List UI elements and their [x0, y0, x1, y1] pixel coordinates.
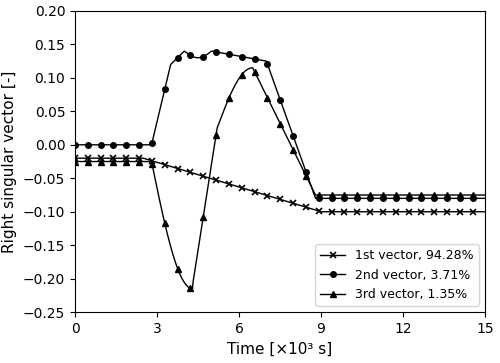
1st vector, 94.28%: [97, 156, 103, 160]
2nd vector, 3.71%: [322, 196, 328, 200]
1st vector, 94.28%: [384, 209, 390, 214]
1st vector, 94.28%: [310, 207, 316, 212]
Line: 1st vector, 94.28%: 1st vector, 94.28%: [72, 155, 488, 215]
2nd vector, 3.71%: [334, 196, 340, 200]
2nd vector, 3.71%: [482, 196, 488, 200]
3rd vector, 1.35%: [384, 193, 390, 197]
2nd vector, 3.71%: [426, 196, 432, 200]
2nd vector, 3.71%: [310, 191, 316, 195]
2nd vector, 3.71%: [97, 143, 103, 147]
3rd vector, 1.35%: [190, 286, 196, 291]
1st vector, 94.28%: [72, 156, 78, 160]
2nd vector, 3.71%: [384, 196, 390, 200]
1st vector, 94.28%: [318, 209, 324, 214]
3rd vector, 1.35%: [311, 190, 317, 194]
3rd vector, 1.35%: [97, 159, 103, 164]
Y-axis label: Right singular vector [-]: Right singular vector [-]: [2, 70, 18, 253]
Line: 3rd vector, 1.35%: 3rd vector, 1.35%: [72, 64, 488, 292]
2nd vector, 3.71%: [312, 196, 318, 200]
Line: 2nd vector, 3.71%: 2nd vector, 3.71%: [72, 48, 488, 201]
1st vector, 94.28%: [426, 209, 432, 214]
3rd vector, 1.35%: [482, 193, 488, 197]
3rd vector, 1.35%: [250, 66, 256, 70]
X-axis label: Time [×10³ s]: Time [×10³ s]: [228, 342, 332, 356]
1st vector, 94.28%: [482, 209, 488, 214]
3rd vector, 1.35%: [322, 193, 328, 197]
Legend: 1st vector, 94.28%, 2nd vector, 3.71%, 3rd vector, 1.35%: 1st vector, 94.28%, 2nd vector, 3.71%, 3…: [315, 244, 479, 306]
1st vector, 94.28%: [334, 209, 340, 214]
3rd vector, 1.35%: [426, 193, 432, 197]
3rd vector, 1.35%: [72, 159, 78, 164]
2nd vector, 3.71%: [182, 49, 188, 53]
2nd vector, 3.71%: [72, 143, 78, 147]
1st vector, 94.28%: [322, 209, 328, 214]
3rd vector, 1.35%: [334, 193, 340, 197]
